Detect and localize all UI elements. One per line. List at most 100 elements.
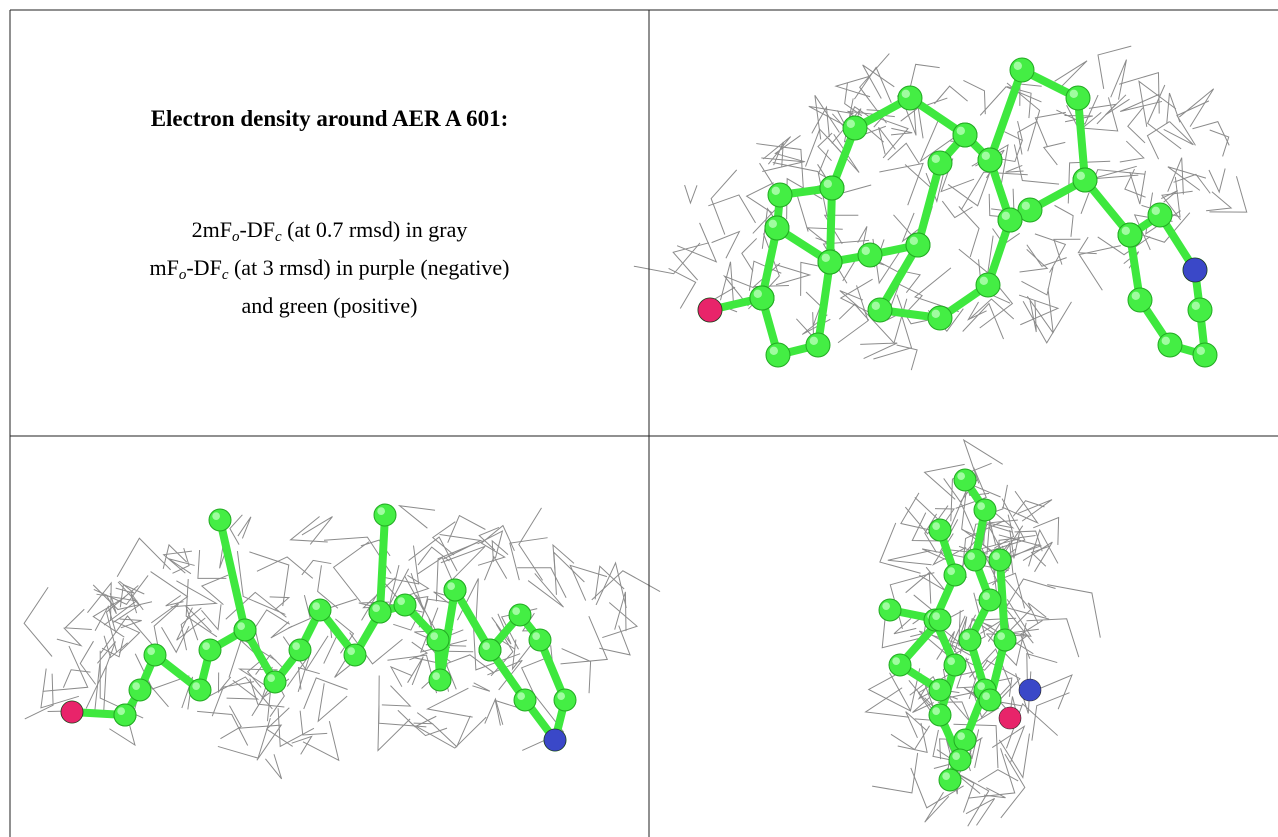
mesh-line [839, 290, 864, 308]
mesh-line [672, 242, 710, 281]
atom [927, 150, 953, 176]
mesh-line [897, 722, 928, 754]
mesh-line [220, 705, 242, 740]
mesh-line [985, 509, 1015, 529]
atom-highlight [557, 692, 566, 701]
mesh-line [904, 505, 949, 535]
mesh-line [993, 677, 1013, 697]
atom [393, 593, 417, 617]
atom-highlight [892, 657, 901, 666]
mesh-line [481, 524, 515, 552]
mesh-line [1173, 173, 1211, 194]
oxygen-atom [60, 700, 84, 724]
atom-highlight [237, 622, 245, 631]
atom-highlight [942, 772, 951, 781]
mesh-line [185, 605, 212, 641]
bond [914, 159, 944, 249]
mesh-line [1208, 168, 1226, 194]
mesh-line [1031, 692, 1070, 741]
mesh-line [181, 676, 194, 710]
atom [373, 503, 397, 527]
atom [867, 297, 893, 323]
mesh-line [94, 605, 117, 634]
mesh-line [796, 312, 815, 339]
atom [878, 598, 902, 622]
atom-highlight [957, 472, 966, 480]
mesh-line [1021, 266, 1054, 296]
atom-highlight [1196, 346, 1206, 355]
atom [1187, 297, 1213, 323]
atom-highlight [871, 301, 880, 310]
mesh-line [955, 467, 987, 509]
mesh-line [1064, 114, 1093, 123]
mesh-line [828, 133, 860, 173]
mesh-line [407, 656, 424, 686]
mesh-line [105, 585, 139, 653]
mesh-line [844, 82, 863, 117]
mesh-line [1163, 121, 1194, 146]
atom-highlight [947, 567, 956, 576]
mesh-line [168, 558, 195, 575]
bond [986, 66, 1026, 164]
mesh-line [1034, 111, 1066, 147]
atom-highlight [982, 692, 991, 701]
mesh-line [270, 621, 293, 639]
mesh-line [1178, 88, 1215, 127]
mesh-line [256, 556, 314, 579]
atom-highlight [982, 592, 991, 601]
mesh-line [811, 105, 830, 138]
atom [897, 85, 923, 111]
mesh-line [905, 711, 928, 739]
atom-highlight [981, 151, 990, 160]
nitrogen-atom [1018, 678, 1042, 702]
mesh-line [1167, 166, 1207, 191]
mesh-line [1009, 529, 1021, 559]
atom [938, 768, 962, 792]
mesh-line [288, 595, 311, 629]
mesh-line [905, 571, 932, 604]
molecule [878, 468, 1042, 792]
mesh-line [895, 282, 923, 318]
mesh-line [958, 235, 994, 274]
mesh-line [919, 566, 946, 591]
atom-highlight [482, 642, 490, 651]
atom [528, 628, 552, 652]
mesh-line [180, 607, 202, 651]
atom-highlight [952, 752, 961, 761]
atom [988, 548, 1012, 572]
atom-highlight [821, 253, 830, 262]
mesh-line [878, 127, 896, 155]
atom-highlight [823, 179, 832, 188]
mesh-line [93, 575, 149, 605]
mesh-line [745, 182, 774, 214]
mesh-line [761, 157, 805, 172]
mesh-line [952, 770, 990, 827]
mesh-line [229, 514, 243, 545]
mesh-line [161, 625, 190, 654]
mesh-line [265, 707, 293, 747]
mesh-line [1000, 753, 1026, 819]
mesh-line [491, 539, 509, 562]
mesh-line [1022, 541, 1053, 573]
atom-highlight [347, 647, 355, 656]
atom [1072, 167, 1098, 193]
mesh-line [933, 85, 968, 105]
legend-line: 2mFo-DFc (at 0.7 rmsd) in gray [11, 211, 648, 249]
bond [216, 516, 249, 634]
mesh-line [1022, 301, 1072, 344]
atom [1192, 342, 1218, 368]
atom-highlight [931, 309, 940, 318]
mesh-line [40, 668, 80, 709]
text-part: (at 3 rmsd) in purple (negative) [228, 255, 510, 280]
mesh-line [197, 549, 227, 579]
mesh-line [176, 607, 206, 641]
mesh-line [332, 541, 370, 603]
mesh-line [97, 641, 116, 669]
mesh-line [1119, 140, 1145, 163]
text-part: and green (positive) [241, 293, 418, 318]
mesh-line [1054, 60, 1088, 89]
mesh-line [103, 635, 128, 659]
mesh-line [762, 136, 791, 165]
mesh-line [960, 171, 1028, 211]
density-mesh [23, 504, 661, 780]
